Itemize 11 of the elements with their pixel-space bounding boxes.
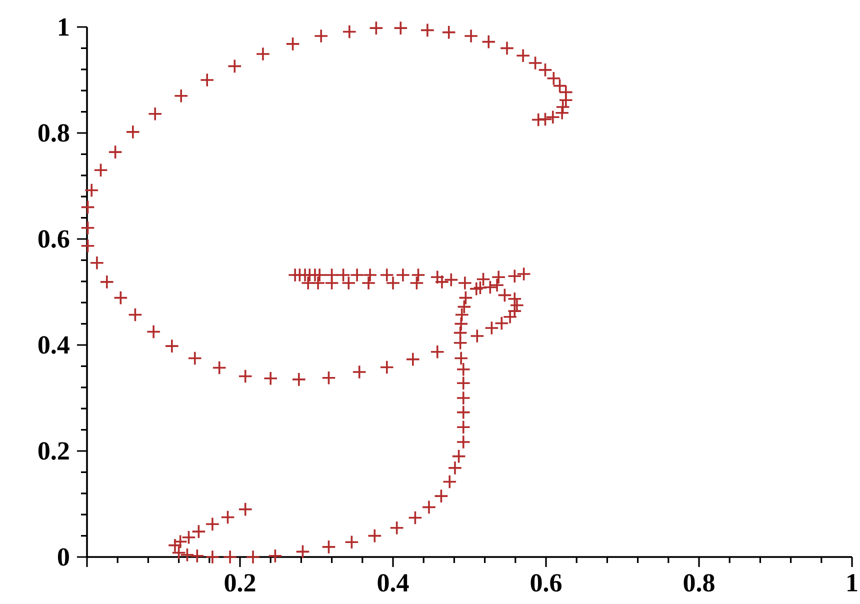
y-tick-label: 0.2 xyxy=(38,442,69,460)
x-tick-label: 0.4 xyxy=(378,574,409,592)
y-tick-label: 1 xyxy=(59,18,69,36)
y-tick-label: 0.8 xyxy=(38,124,70,142)
x-tick-label: 0.2 xyxy=(224,574,256,592)
y-tick-label: 0.6 xyxy=(38,230,70,248)
x-tick-label: 0.8 xyxy=(684,574,714,592)
x-tick-label: 1 xyxy=(848,574,858,592)
y-tick-label: 0.4 xyxy=(38,336,70,354)
y-tick-label: 0 xyxy=(58,548,69,566)
x-tick-label: 0.6 xyxy=(530,574,562,592)
